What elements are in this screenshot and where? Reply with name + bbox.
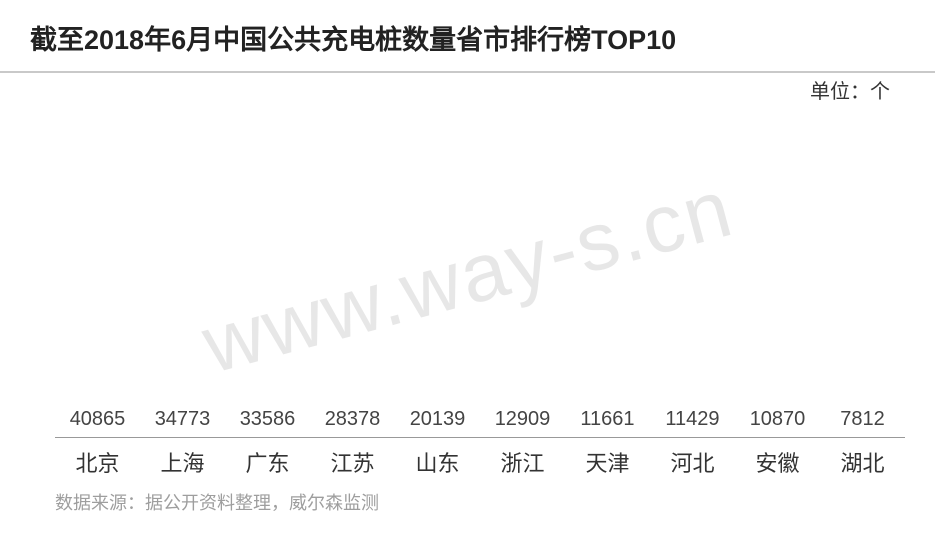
bar-value-label: 20139 [410, 408, 466, 431]
bar-value-label: 40865 [70, 408, 126, 431]
bar-value-label: 28378 [325, 408, 381, 431]
bar-value-label: 11429 [665, 408, 719, 431]
bar-value-label: 33586 [240, 408, 296, 431]
x-axis-label: 山东 [395, 446, 480, 478]
bar-column: 10870 [735, 408, 820, 437]
bar-value-label: 7812 [840, 408, 885, 431]
x-axis-label: 广东 [225, 446, 310, 478]
bar-value-label: 11661 [580, 408, 634, 431]
bar-value-label: 34773 [155, 408, 211, 431]
page: 截至2018年6月中国公共充电桩数量省市排行榜TOP10 单位：个 408653… [0, 0, 935, 533]
x-axis-label: 浙江 [480, 446, 565, 478]
bar-column: 12909 [480, 408, 565, 437]
x-axis-label: 河北 [650, 446, 735, 478]
chart-title: 截至2018年6月中国公共充电桩数量省市排行榜TOP10 [0, 0, 935, 73]
bar-column: 34773 [140, 408, 225, 437]
x-axis-labels: 北京上海广东江苏山东浙江天津河北安徽湖北 [55, 446, 905, 478]
x-axis-label: 天津 [565, 446, 650, 478]
x-axis-label: 江苏 [310, 446, 395, 478]
data-source-label: 数据来源：据公开资料整理，威尔森监测 [55, 489, 379, 515]
x-axis-label: 上海 [140, 446, 225, 478]
bar-column: 40865 [55, 408, 140, 437]
bar-column: 11661 [565, 408, 650, 437]
plot-area: 单位：个 40865347733358628378201391290911661… [55, 80, 905, 438]
bar-value-label: 10870 [750, 408, 806, 431]
x-axis-label: 北京 [55, 446, 140, 478]
bar-column: 33586 [225, 408, 310, 437]
bar-column: 11429 [650, 408, 735, 437]
bar-group: 40865 34773 33586 28378 20139 12909 11661 11429… [55, 80, 905, 438]
bar-column: 7812 [820, 408, 905, 437]
bar-value-label: 12909 [495, 408, 551, 431]
bar-column: 28378 [310, 408, 395, 437]
x-axis-label: 湖北 [820, 446, 905, 478]
bar-column: 20139 [395, 408, 480, 437]
x-axis-label: 安徽 [735, 446, 820, 478]
